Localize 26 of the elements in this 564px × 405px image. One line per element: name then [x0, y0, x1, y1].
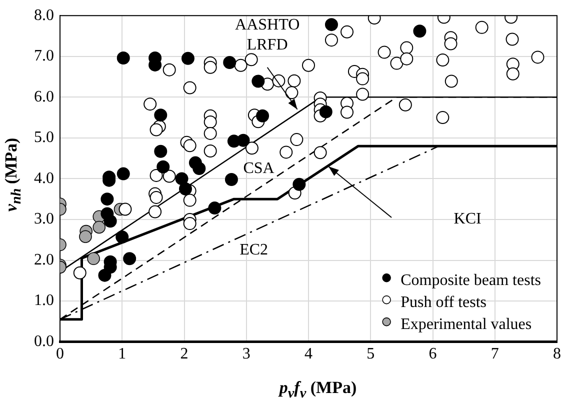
legend-label: Push off tests — [400, 294, 487, 312]
y-tick-label: 6.0 — [34, 88, 54, 106]
legend-label: Experimental values — [400, 316, 532, 334]
annotation: KCI — [454, 210, 482, 228]
x-tick-label: 8 — [553, 346, 561, 363]
annotation: EC2 — [240, 242, 268, 259]
y-tick-label: 1.0 — [34, 292, 54, 310]
x-tick-label: 2 — [180, 346, 188, 363]
annotation: CSA — [243, 160, 275, 178]
y-tick-label: 4.0 — [34, 170, 54, 187]
x-axis-title: p$_{v}$f$_{v}$ (MPa) — [277, 378, 358, 402]
x-tick-label: 0 — [56, 346, 64, 363]
y-tick-label: 8.0 — [34, 6, 54, 24]
x-tick-label: 5 — [366, 346, 375, 363]
x-tick-label: 3 — [242, 346, 250, 363]
y-tick-label: 5.0 — [34, 129, 54, 146]
legend-label: Composite beam tests — [400, 272, 542, 290]
x-tick-label: 7 — [490, 346, 499, 363]
y-tick-label: 0.0 — [34, 333, 54, 350]
y-tick-label: 3.0 — [34, 210, 54, 228]
x-tick-label: 6 — [428, 346, 437, 363]
x-tick-label: 1 — [118, 346, 126, 363]
y-tick-label: 7.0 — [34, 48, 54, 65]
y-tick-label: 2.0 — [34, 251, 54, 268]
annotation: AASHTO LRFD — [235, 16, 300, 54]
x-tick-label: 4 — [304, 346, 312, 363]
